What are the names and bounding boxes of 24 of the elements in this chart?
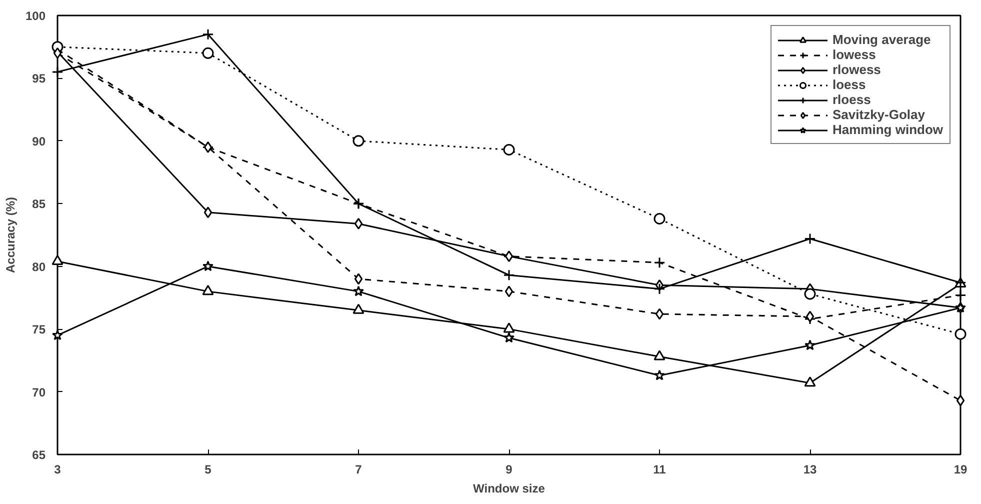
y-tick-label: 90 xyxy=(32,134,46,148)
legend-label: Savitzky-Golay xyxy=(832,107,925,122)
y-tick-label: 70 xyxy=(32,385,46,400)
y-tick-label: 80 xyxy=(32,260,46,274)
y-axis-title: Accuracy (%) xyxy=(3,196,18,274)
y-tick-label: 100 xyxy=(25,9,46,23)
y-tick-label: 75 xyxy=(32,322,46,337)
legend-label: rloess xyxy=(832,92,871,107)
x-tick-label: 9 xyxy=(506,462,513,476)
x-axis-title: Window size xyxy=(473,482,546,496)
x-tick-label: 11 xyxy=(653,462,666,476)
legend-label: lowess xyxy=(832,47,876,62)
y-tick-label: 65 xyxy=(32,448,46,462)
x-tick-label: 19 xyxy=(954,462,968,476)
y-tick-label: 95 xyxy=(32,72,46,86)
legend-label: rlowess xyxy=(832,62,881,77)
x-tick-label: 5 xyxy=(204,462,212,476)
legend-label: Hamming window xyxy=(832,122,943,137)
x-tick-label: 13 xyxy=(803,462,817,476)
legend-label: Moving average xyxy=(832,32,931,47)
x-tick-label: 7 xyxy=(355,462,362,476)
y-tick-label: 85 xyxy=(32,197,46,212)
x-tick-label: 3 xyxy=(54,462,62,476)
legend-label: loess xyxy=(832,77,866,92)
